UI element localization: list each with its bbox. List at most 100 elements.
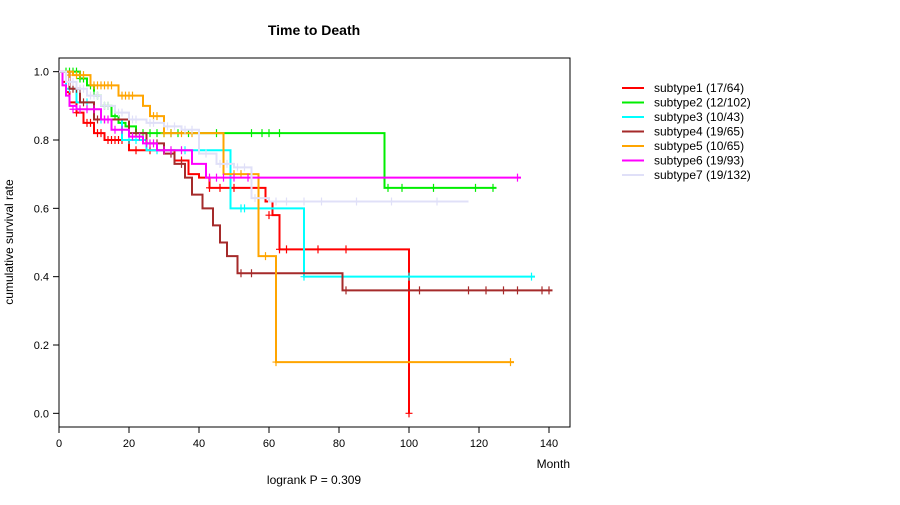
- censor-mark: [318, 197, 325, 206]
- censor-mark: [514, 173, 521, 182]
- censor-mark: [97, 129, 105, 138]
- x-axis: 0 20 40 60 80 100 120 140: [56, 427, 558, 450]
- chart-title: Time to Death: [268, 22, 360, 38]
- censor-mark: [69, 105, 77, 114]
- legend-entry: subtype3 (10/43): [654, 110, 744, 124]
- censor-mark: [178, 159, 185, 168]
- censor-mark: [178, 146, 185, 155]
- censor-mark: [104, 115, 112, 124]
- censor-mark: [276, 129, 283, 138]
- censor-mark: [202, 149, 210, 158]
- y-axis: 0.0 0.2 0.4 0.6 0.8 1.0: [34, 67, 59, 420]
- censor-mark: [230, 173, 238, 182]
- x-tick-label: 80: [333, 438, 345, 450]
- censor-mark: [405, 272, 413, 281]
- censor-mark: [241, 204, 248, 213]
- censor-mark: [118, 108, 126, 117]
- censor-mark: [80, 71, 87, 80]
- censor-mark: [248, 269, 255, 278]
- censor-mark: [251, 194, 259, 203]
- censor-mark: [132, 146, 140, 155]
- censor-mark: [66, 71, 73, 80]
- censor-mark: [314, 245, 322, 254]
- censor-mark: [153, 129, 161, 138]
- censor-mark: [132, 115, 140, 124]
- y-axis-label: cumulative survival rate: [2, 179, 16, 305]
- censor-mark: [164, 122, 171, 131]
- censor-mark: [388, 197, 395, 206]
- censor-mark: [206, 183, 213, 192]
- legend: subtype1 (17/64)subtype2 (12/102)subtype…: [622, 81, 751, 182]
- censor-mark: [500, 286, 507, 295]
- survival-curve-subtype3: [59, 70, 535, 278]
- censor-mark: [405, 409, 413, 418]
- censor-mark: [398, 183, 406, 192]
- censor-mark: [416, 286, 423, 295]
- censor-mark: [129, 132, 136, 141]
- x-tick-label: 60: [263, 438, 275, 450]
- censor-mark: [94, 115, 101, 124]
- censor-mark: [167, 129, 175, 138]
- legend-entry: subtype7 (19/132): [654, 168, 751, 182]
- censor-mark: [153, 112, 161, 121]
- censor-mark: [241, 163, 248, 172]
- censor-mark: [213, 173, 220, 182]
- x-axis-label: Month: [537, 457, 570, 471]
- y-tick-label: 0.8: [34, 135, 49, 147]
- censor-mark: [181, 125, 189, 134]
- legend-entry: subtype2 (12/102): [654, 96, 751, 110]
- censor-mark: [283, 245, 290, 254]
- survival-curves: [59, 67, 553, 418]
- censor-mark: [129, 91, 136, 100]
- censor-mark: [223, 159, 231, 168]
- censor-mark: [150, 139, 157, 148]
- censor-mark: [265, 211, 273, 220]
- censor-mark: [108, 81, 115, 90]
- censor-mark: [265, 129, 273, 138]
- censor-mark: [220, 173, 227, 182]
- censor-mark: [104, 101, 112, 110]
- censor-mark: [160, 146, 168, 155]
- censor-mark: [300, 197, 308, 206]
- x-tick-label: 140: [540, 438, 558, 450]
- censor-mark: [489, 183, 497, 192]
- legend-entry: subtype5 (10/65): [654, 139, 744, 153]
- censor-mark: [118, 125, 126, 134]
- censor-mark: [80, 98, 87, 107]
- censor-mark: [146, 129, 154, 138]
- censor-mark: [206, 173, 213, 182]
- censor-mark: [262, 252, 269, 261]
- censor-mark: [167, 146, 175, 155]
- y-tick-label: 0.6: [34, 203, 49, 215]
- censor-mark: [76, 105, 84, 114]
- y-tick-label: 0.0: [34, 408, 49, 420]
- censor-mark: [230, 183, 238, 192]
- censor-mark: [188, 125, 196, 134]
- censor-mark: [384, 183, 392, 192]
- y-tick-label: 0.2: [34, 340, 49, 352]
- censor-mark: [160, 129, 168, 138]
- censor-mark: [342, 286, 350, 295]
- x-tick-label: 0: [56, 438, 62, 450]
- censor-mark: [465, 286, 472, 295]
- censor-mark: [216, 183, 224, 192]
- censor-mark: [538, 286, 546, 295]
- survival-curve-subtype6: [59, 70, 521, 179]
- logrank-p-value: logrank P = 0.309: [267, 473, 362, 487]
- censor-mark: [69, 77, 77, 86]
- x-tick-label: 120: [470, 438, 488, 450]
- censor-mark: [244, 173, 252, 182]
- plot-frame: [58, 57, 571, 428]
- censor-mark: [83, 105, 91, 114]
- censor-mark: [237, 269, 245, 278]
- censor-mark: [272, 358, 280, 367]
- censor-mark: [276, 245, 283, 254]
- censor-mark: [433, 197, 441, 206]
- censor-mark: [528, 272, 535, 281]
- censor-mark: [472, 183, 479, 192]
- survival-curve-subtype4: [59, 70, 553, 292]
- censor-mark: [216, 159, 224, 168]
- y-tick-label: 1.0: [34, 67, 49, 79]
